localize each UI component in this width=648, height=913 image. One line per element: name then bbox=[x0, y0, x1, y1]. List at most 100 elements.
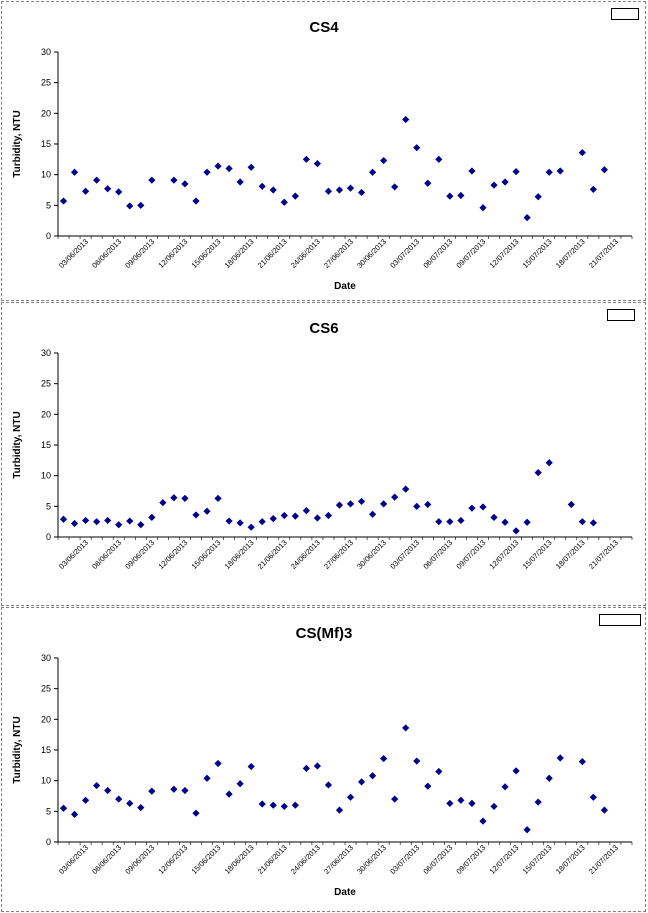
x-tick-label: 09/07/2013 bbox=[454, 237, 487, 270]
x-tick-label: 15/06/2013 bbox=[190, 237, 223, 270]
chart-panel-cs4: CS4 Turbidity, NTU Date 0 5 10 15 20 25 30 03/06/2… bbox=[1, 1, 646, 301]
data-point bbox=[104, 185, 112, 193]
data-point bbox=[490, 802, 498, 811]
data-point bbox=[115, 521, 123, 529]
data-point bbox=[192, 511, 200, 519]
data-point bbox=[203, 507, 211, 515]
data-point bbox=[247, 163, 255, 171]
data-point bbox=[391, 183, 399, 191]
data-point bbox=[59, 804, 68, 812]
chart-title: CS(Mf)3 bbox=[296, 625, 353, 642]
data-point bbox=[468, 504, 476, 512]
data-point bbox=[490, 181, 498, 189]
data-point bbox=[104, 516, 112, 525]
data-point bbox=[93, 518, 101, 526]
data-point bbox=[512, 527, 520, 535]
data-point bbox=[357, 778, 366, 786]
x-tick-label: 24/06/2013 bbox=[289, 237, 322, 270]
data-point bbox=[435, 155, 443, 163]
y-axis-label: Turbidity, NTU bbox=[12, 716, 23, 783]
data-point bbox=[589, 519, 597, 527]
data-point bbox=[446, 799, 454, 807]
x-tick-label: 03/07/2013 bbox=[388, 237, 421, 270]
chart-cs4: CS4 Turbidity, NTU Date 0 5 10 15 20 25 30 03/06/2… bbox=[12, 19, 633, 292]
data-point bbox=[181, 180, 189, 188]
y-tick-label: 20 bbox=[41, 108, 51, 118]
x-tick-label: 18/07/2013 bbox=[554, 237, 587, 270]
data-point bbox=[391, 795, 399, 803]
data-point bbox=[59, 515, 68, 523]
x-tick-label: 09/06/2013 bbox=[123, 237, 156, 270]
data-point bbox=[181, 494, 189, 502]
y-tick-label: 15 bbox=[41, 139, 51, 149]
data-point bbox=[346, 793, 355, 801]
data-point bbox=[435, 518, 443, 526]
data-point bbox=[357, 497, 366, 506]
data-point bbox=[225, 164, 233, 173]
data-point bbox=[534, 798, 542, 806]
y-tick-label: 10 bbox=[41, 471, 51, 481]
y-tick-label: 0 bbox=[46, 231, 51, 241]
data-point bbox=[413, 757, 421, 765]
data-point bbox=[589, 793, 597, 801]
x-tick-label: 03/06/2013 bbox=[57, 237, 90, 270]
data-point bbox=[468, 167, 476, 175]
x-tick-label: 06/06/2013 bbox=[90, 843, 123, 876]
data-point bbox=[479, 817, 487, 825]
y-tick-label: 30 bbox=[41, 47, 51, 57]
data-point bbox=[523, 214, 531, 222]
data-point bbox=[214, 494, 222, 502]
data-point bbox=[380, 754, 388, 763]
data-point bbox=[457, 516, 465, 525]
y-tick-label: 0 bbox=[46, 532, 51, 542]
x-tick-label: 15/06/2013 bbox=[190, 538, 223, 571]
x-tick-label: 27/06/2013 bbox=[322, 538, 355, 571]
data-point bbox=[368, 168, 377, 176]
data-point bbox=[70, 168, 79, 176]
data-point bbox=[115, 188, 123, 196]
y-tick-label: 10 bbox=[41, 170, 51, 180]
data-point bbox=[479, 503, 487, 511]
data-point bbox=[368, 772, 377, 780]
data-point bbox=[578, 518, 586, 526]
data-point bbox=[247, 762, 255, 771]
data-point bbox=[424, 782, 432, 790]
data-point bbox=[302, 155, 310, 163]
legend-box bbox=[599, 614, 641, 626]
data-point bbox=[269, 186, 277, 194]
data-point bbox=[512, 168, 520, 176]
data-point bbox=[501, 783, 509, 791]
data-point bbox=[479, 204, 487, 212]
data-point bbox=[556, 754, 564, 762]
data-point bbox=[93, 781, 101, 790]
data-point bbox=[600, 166, 609, 174]
x-tick-label: 09/07/2013 bbox=[454, 843, 487, 876]
x-tick-label: 09/07/2013 bbox=[454, 538, 487, 571]
y-tick-label: 25 bbox=[41, 684, 51, 694]
data-point bbox=[512, 767, 520, 775]
x-tick-label: 21/07/2013 bbox=[587, 237, 620, 270]
data-point bbox=[523, 518, 531, 526]
x-tick-label: 21/06/2013 bbox=[256, 538, 289, 571]
data-point bbox=[335, 501, 344, 509]
data-point bbox=[81, 187, 90, 195]
data-point bbox=[313, 762, 322, 770]
x-tick-label: 15/06/2013 bbox=[190, 843, 223, 876]
x-tick-label: 06/07/2013 bbox=[421, 843, 454, 876]
data-point bbox=[545, 459, 553, 467]
x-tick-label: 06/07/2013 bbox=[421, 237, 454, 270]
x-tick-label: 18/06/2013 bbox=[223, 843, 256, 876]
chart-panel-csmf3: CS(Mf)3 Turbidity, NTU Date 0 5 10 15 20 25 30 03/… bbox=[1, 607, 646, 912]
y-tick-label: 25 bbox=[41, 379, 51, 389]
data-point bbox=[324, 187, 333, 195]
x-tick-label: 09/06/2013 bbox=[123, 538, 156, 571]
x-tick-label: 03/07/2013 bbox=[388, 843, 421, 876]
x-tick-label: 15/07/2013 bbox=[521, 237, 554, 270]
legend-box bbox=[611, 8, 639, 20]
y-tick-label: 5 bbox=[46, 501, 51, 511]
data-point bbox=[70, 810, 79, 818]
data-point bbox=[501, 518, 509, 526]
x-tick-label: 03/06/2013 bbox=[57, 843, 90, 876]
data-point bbox=[170, 176, 178, 184]
